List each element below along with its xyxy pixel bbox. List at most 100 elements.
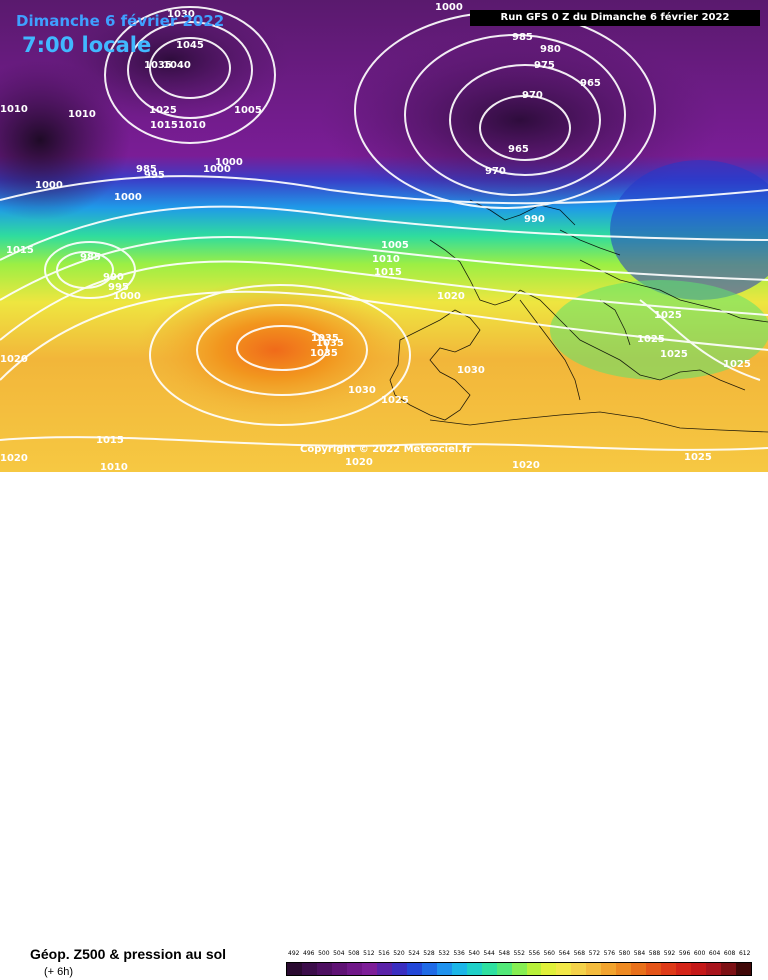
scale-swatch	[406, 963, 422, 975]
pressure-label: 1040	[163, 60, 191, 71]
forecast-hour-label: (+ 6h)	[44, 966, 74, 978]
scale-label: 576	[603, 950, 616, 957]
scale-label: 516	[378, 950, 390, 957]
scale-label: 512	[363, 950, 375, 957]
scale-label: 564	[558, 950, 571, 957]
scale-label: 536	[453, 950, 465, 957]
scale-swatch	[601, 963, 617, 975]
color-scale-labels: 492 496 500 504 508 512 516 520 524 528 532 536 540 5…	[286, 950, 752, 960]
pressure-label: 1030	[457, 365, 485, 376]
pressure-label: 965	[580, 78, 601, 89]
pressure-label: 1005	[381, 240, 409, 251]
pressure-label: 1045	[176, 40, 204, 51]
scale-swatch	[721, 963, 737, 975]
scale-label: 548	[498, 950, 510, 957]
pressure-label: 1020	[437, 291, 465, 302]
pressure-label: 975	[534, 60, 555, 71]
pressure-label: 1005	[234, 105, 262, 116]
pressure-label: 1010	[0, 104, 28, 115]
scale-swatch	[331, 963, 347, 975]
map-variable-title: Géop. Z500 & pression au sol	[30, 946, 227, 962]
scale-label: 532	[438, 950, 450, 957]
pressure-label: 1015	[96, 435, 124, 446]
scale-swatch	[631, 963, 647, 975]
scale-label: 596	[678, 950, 691, 957]
scale-label: 584	[633, 950, 646, 957]
pressure-label: 995	[144, 170, 165, 181]
scale-label: 540	[468, 950, 480, 957]
scale-swatch	[451, 963, 467, 975]
pressure-label: 1025	[654, 310, 682, 321]
scale-label: 520	[393, 950, 405, 957]
pressure-label: 1020	[512, 460, 540, 471]
scale-label: 552	[513, 950, 525, 957]
pressure-label: 1010	[68, 109, 96, 120]
scale-label: 560	[543, 950, 555, 957]
scale-swatch	[571, 963, 587, 975]
pressure-label: 1000	[114, 192, 142, 203]
pressure-label: 985	[80, 252, 101, 263]
scale-label: 528	[423, 950, 435, 957]
scale-label: 608	[723, 950, 736, 957]
scale-swatch	[301, 963, 317, 975]
pressure-label: 1020	[0, 354, 28, 365]
pressure-label: 1000	[435, 2, 463, 13]
anticyclone-core	[135, 280, 415, 420]
scale-swatch	[376, 963, 392, 975]
scale-swatch	[481, 963, 497, 975]
scale-swatch	[556, 963, 572, 975]
color-scale-bar	[286, 962, 752, 976]
pressure-label: 1010	[372, 254, 400, 265]
pressure-label: 985	[512, 32, 533, 43]
pressure-label: 1025	[660, 349, 688, 360]
scale-swatch	[586, 963, 602, 975]
pressure-labels: 1000 985 980 975 965 970 965 970 1030 10…	[0, 2, 751, 472]
copyright-notice: Copyright © 2022 Meteociel.fr	[300, 444, 472, 455]
scale-swatch	[736, 963, 752, 975]
pressure-label: 1025	[381, 395, 409, 406]
scale-swatch	[616, 963, 632, 975]
run-info-banner: Run GFS 0 Z du Dimanche 6 février 2022	[470, 10, 760, 26]
pressure-label: 995	[108, 282, 129, 293]
pressure-label: 1000	[113, 291, 141, 302]
pressure-label: 1035	[144, 60, 172, 71]
pressure-label: 1015	[150, 120, 178, 131]
map-date-title: Dimanche 6 février 2022	[16, 12, 225, 30]
pressure-label: 965	[508, 144, 529, 155]
scale-label: 500	[318, 950, 330, 957]
pressure-label: 1010	[178, 120, 206, 131]
scale-swatch	[496, 963, 512, 975]
scale-swatch	[346, 963, 362, 975]
scale-label: 612	[738, 950, 751, 957]
scale-label: 592	[663, 950, 676, 957]
scale-label: 572	[588, 950, 601, 957]
scale-swatch	[316, 963, 332, 975]
pressure-label: 1015	[6, 245, 34, 256]
scale-swatch	[646, 963, 662, 975]
scale-label: 508	[348, 950, 360, 957]
scale-swatch	[541, 963, 557, 975]
scale-swatch	[526, 963, 542, 975]
pressure-label: 1025	[723, 359, 751, 370]
scale-label: 604	[708, 950, 721, 957]
scale-swatch	[391, 963, 407, 975]
pressure-label: 1010	[100, 462, 128, 472]
scale-swatch	[466, 963, 482, 975]
weather-map: 1000 985 980 975 965 970 965 970 1030 10…	[0, 0, 768, 472]
scale-label: 524	[408, 950, 420, 957]
southeast-blue-region	[610, 160, 768, 300]
scale-swatch	[436, 963, 452, 975]
scale-label: 588	[648, 950, 661, 957]
pressure-label: 1025	[149, 105, 177, 116]
scale-swatch	[706, 963, 722, 975]
scale-label: 600	[693, 950, 706, 957]
scale-label: 544	[483, 950, 495, 957]
scale-label: 492	[288, 950, 300, 957]
scale-label: 504	[333, 950, 345, 957]
pressure-label: 1035	[316, 338, 344, 349]
isobars	[0, 6, 768, 451]
pressure-label: 1020	[0, 453, 28, 464]
pressure-label: 990	[103, 272, 124, 283]
pressure-label: 990	[524, 214, 545, 225]
scale-swatch	[676, 963, 692, 975]
